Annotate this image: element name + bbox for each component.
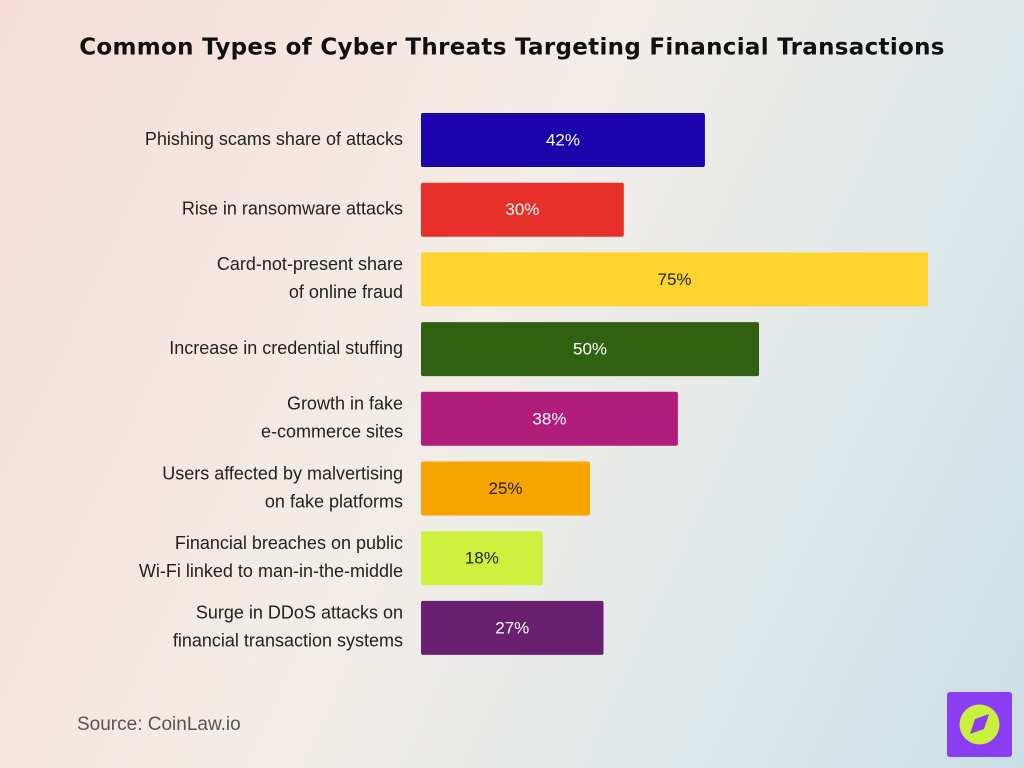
value-label: 38% — [532, 409, 566, 428]
bar — [421, 182, 624, 237]
bar — [421, 252, 928, 307]
bar — [421, 322, 759, 377]
bar — [421, 531, 543, 586]
bar — [421, 391, 678, 446]
chart-title: Common Types of Cyber Threats Targeting … — [79, 35, 945, 61]
category-label: Card-not-present share — [217, 254, 403, 274]
category-label: Phishing scams share of attacks — [145, 129, 403, 149]
value-label: 30% — [505, 200, 539, 219]
category-label: Users affected by malvertising — [162, 463, 403, 483]
value-label: 27% — [495, 618, 529, 637]
category-label: Increase in credential stuffing — [169, 338, 403, 358]
category-label: of online fraud — [289, 282, 403, 302]
bar — [421, 113, 705, 167]
category-label: Financial breaches on public — [175, 533, 403, 553]
category-label: Surge in DDoS attacks on — [196, 603, 403, 623]
logo — [947, 692, 1012, 757]
category-label: financial transaction systems — [173, 631, 403, 651]
value-label: 50% — [573, 340, 607, 359]
value-label: 18% — [465, 549, 499, 568]
value-label: 75% — [657, 270, 691, 289]
category-label: Growth in fake — [287, 394, 403, 414]
bar — [421, 600, 604, 655]
category-label: on fake platforms — [265, 491, 403, 511]
source: Source: CoinLaw.io — [77, 714, 241, 735]
bar — [421, 461, 590, 516]
value-label: 42% — [546, 130, 580, 149]
value-label: 25% — [488, 479, 522, 498]
category-label: e-commerce sites — [261, 422, 403, 442]
category-label: Rise in ransomware attacks — [182, 198, 403, 218]
category-label: Wi-Fi linked to man-in-the-middle — [139, 561, 403, 581]
